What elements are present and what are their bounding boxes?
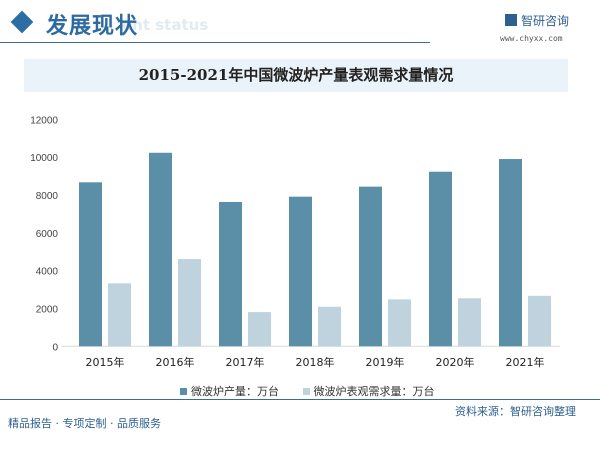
bar-demand xyxy=(248,312,271,347)
header-divider xyxy=(0,42,430,43)
logo-icon xyxy=(505,14,517,26)
x-tick-label: 2018年 xyxy=(296,355,335,369)
bar-production xyxy=(429,171,452,347)
bar-demand xyxy=(458,298,481,347)
bar-demand xyxy=(178,259,201,347)
bar-production xyxy=(359,186,382,347)
legend-label: 微波炉产量：万台 xyxy=(191,385,279,398)
y-tick-label: 6000 xyxy=(36,229,59,240)
x-tick-label: 2021年 xyxy=(506,355,545,369)
y-tick-label: 10000 xyxy=(30,153,58,164)
x-tick-label: 2016年 xyxy=(156,355,195,369)
x-tick-label: 2017年 xyxy=(226,355,265,369)
y-tick-label: 4000 xyxy=(36,267,59,278)
legend-swatch xyxy=(180,388,187,395)
legend-item-demand: 微波炉表观需求量：万台 xyxy=(302,385,435,398)
bar-production xyxy=(499,159,522,347)
bar-production xyxy=(219,201,242,347)
footer-divider xyxy=(0,399,600,400)
y-tick-label: 2000 xyxy=(36,304,59,315)
bar-demand xyxy=(318,306,341,347)
bar-demand xyxy=(388,299,411,347)
x-tick-label: 2020年 xyxy=(436,355,475,369)
legend-item-production: 微波炉产量：万台 xyxy=(180,385,279,398)
header-subtitle: ent status xyxy=(122,16,209,34)
bar-demand xyxy=(528,295,551,347)
bar-demand xyxy=(108,283,131,347)
x-tick-label: 2019年 xyxy=(366,355,405,369)
chart-title: 2015-2021年中国微波炉产量表观需求量情况 xyxy=(24,59,568,92)
x-tick-label: 2015年 xyxy=(86,355,125,369)
legend-swatch xyxy=(302,388,310,395)
logo: 智研咨询 xyxy=(505,12,569,29)
header-title: 发展现状 xyxy=(46,14,139,39)
y-tick-label: 8000 xyxy=(36,191,59,202)
bar-production xyxy=(289,196,312,347)
logo-text: 智研咨询 xyxy=(521,14,570,28)
logo-url: www.chyxx.com xyxy=(500,34,563,43)
legend: 微波炉产量：万台 微波炉表观需求量：万台 xyxy=(180,383,455,399)
y-tick-label: 0 xyxy=(52,342,58,353)
y-tick-label: 12000 xyxy=(30,115,58,126)
bar-production xyxy=(149,152,172,347)
source-note: 资料来源：智研咨询整理 xyxy=(455,405,576,418)
legend-label: 微波炉表观需求量：万台 xyxy=(313,385,435,398)
footer-tagline: 精品报告 · 专项定制 · 品质服务 xyxy=(8,417,161,430)
bar-production xyxy=(79,182,102,347)
